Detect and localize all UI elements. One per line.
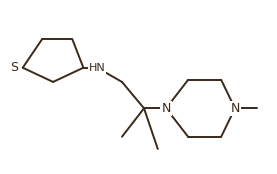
Text: N: N xyxy=(230,102,240,115)
Text: HN: HN xyxy=(89,63,106,73)
Text: S: S xyxy=(11,61,19,74)
Text: N: N xyxy=(161,102,171,115)
